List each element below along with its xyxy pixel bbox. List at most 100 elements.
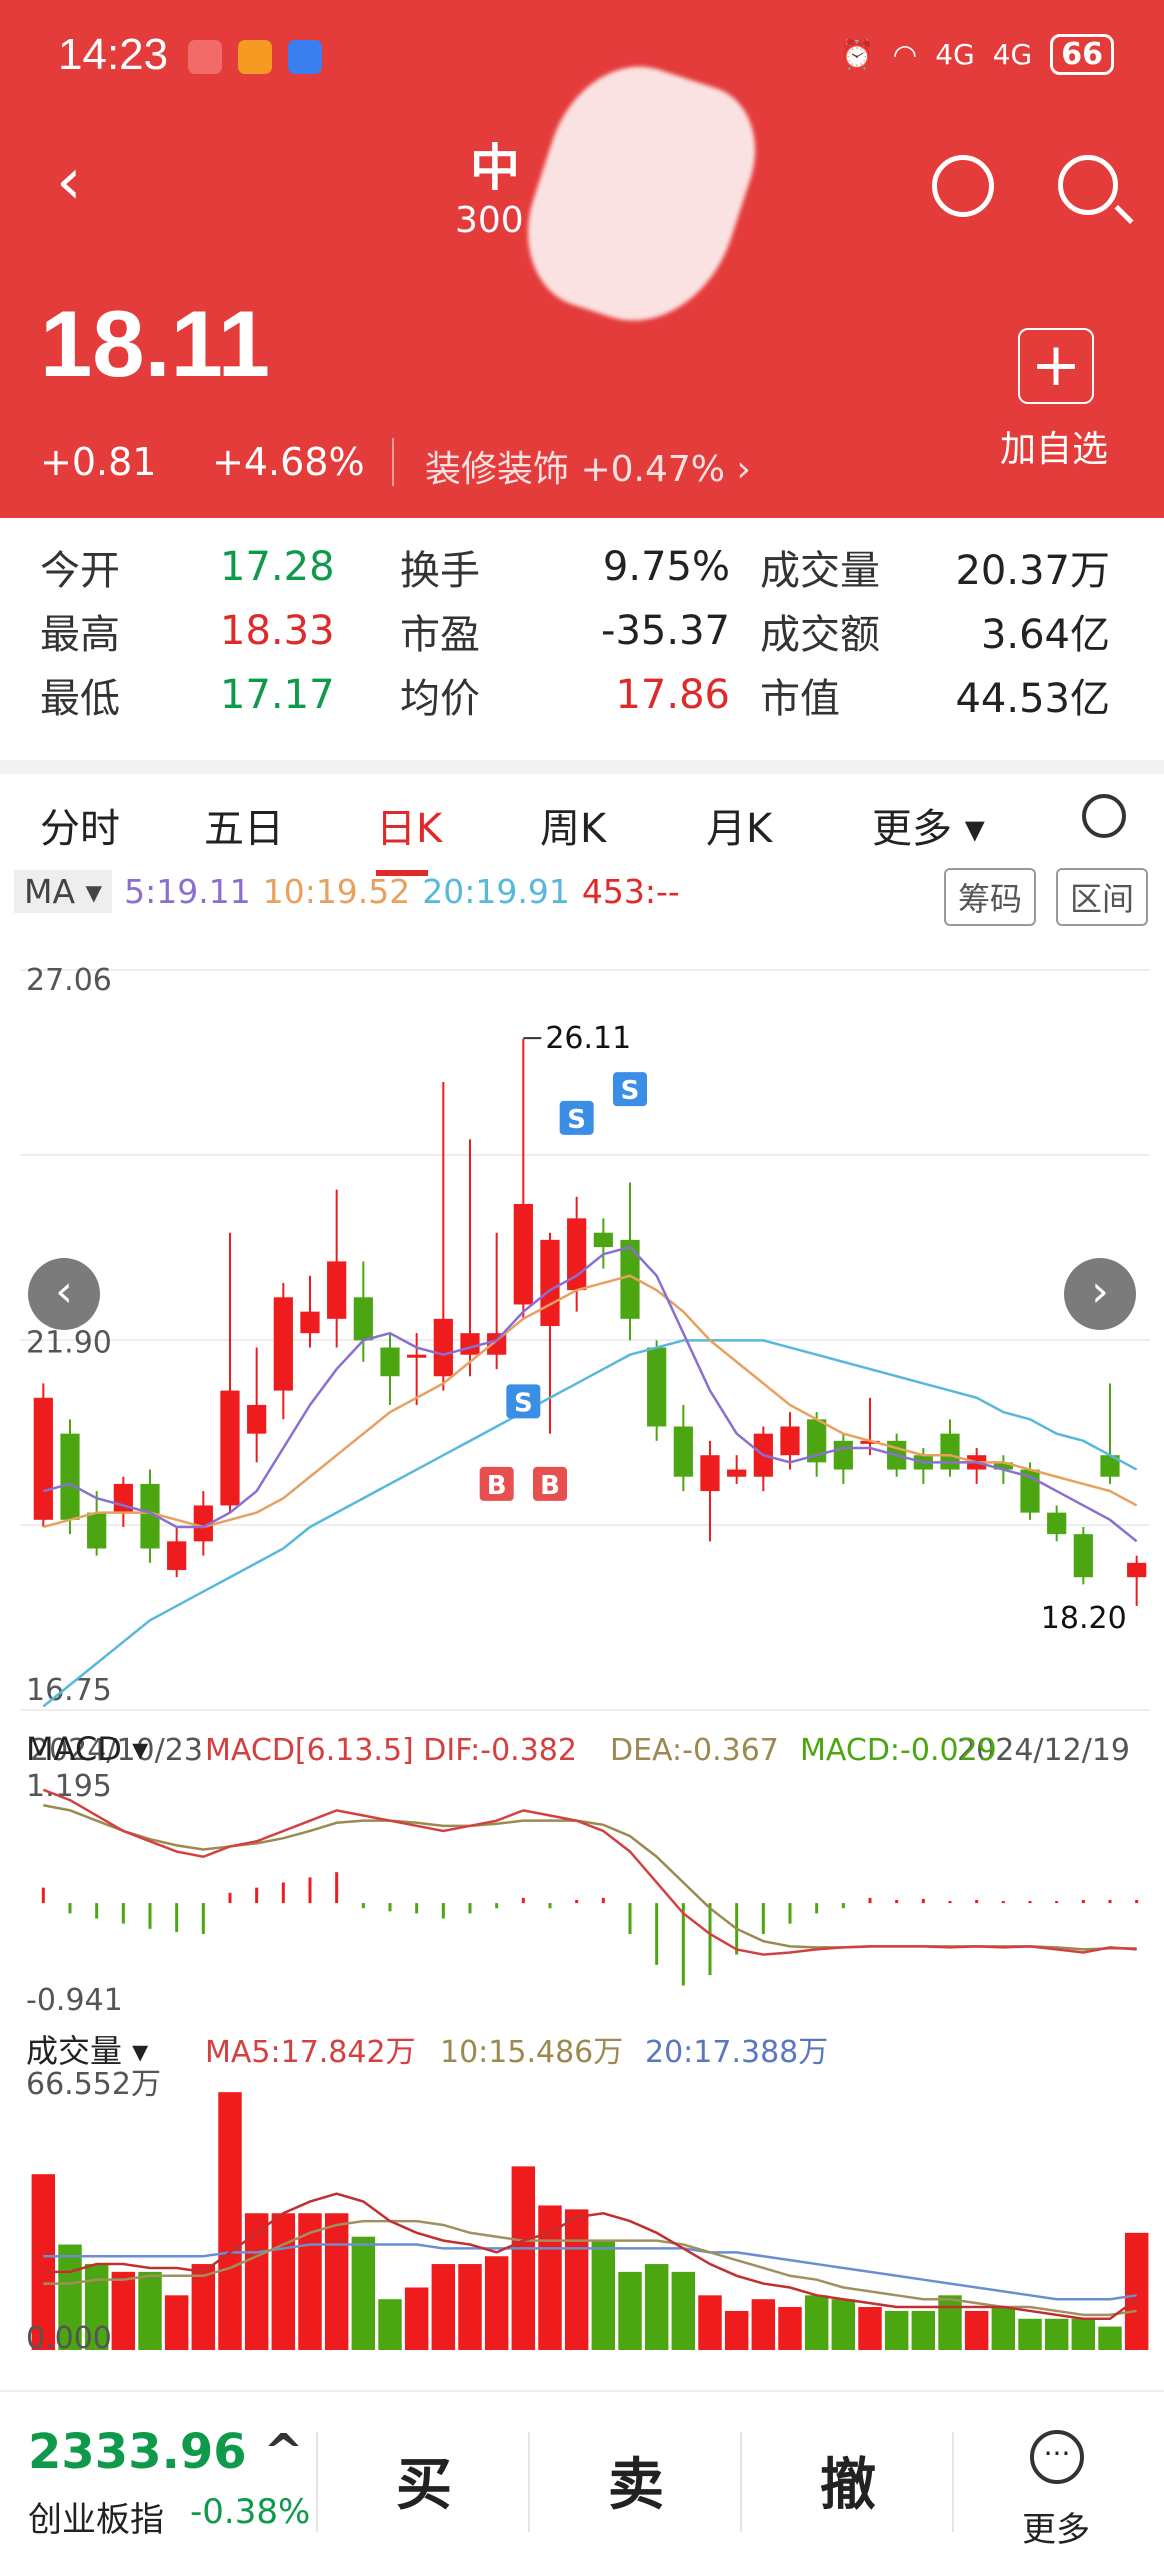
volume-bar (164, 2295, 189, 2350)
candle-body (593, 1232, 613, 1248)
volume-bar (484, 2256, 509, 2350)
cancel-order-button[interactable]: 撤 (820, 2453, 876, 2518)
tab-intraday[interactable]: 分时 (40, 806, 120, 852)
volume-bar (458, 2264, 482, 2350)
candle-body (247, 1404, 267, 1434)
trade-marker-label: S (514, 1388, 533, 1418)
volume-bar (804, 2295, 829, 2350)
volume-bar (671, 2271, 696, 2350)
candle-body (1047, 1512, 1067, 1535)
candle-body (460, 1333, 480, 1355)
candle-body (407, 1354, 427, 1358)
volume-bar (1098, 2326, 1122, 2350)
more-label[interactable]: 更多 (1022, 2510, 1090, 2550)
add-watchlist-label[interactable]: 加自选 (1000, 429, 1109, 470)
macd-value: MACD:-0.029 (800, 1733, 997, 1768)
x-tick-label: 2024/10/23 (30, 1733, 203, 1768)
music-app-icon (288, 40, 322, 74)
ma-selector[interactable]: MA ▾ (14, 870, 113, 913)
add-watchlist-button[interactable]: + (1018, 328, 1094, 404)
sector-link[interactable]: 装修装饰 +0.47% › (425, 440, 751, 492)
buy-button[interactable]: 买 (396, 2453, 452, 2518)
stock-name: 中 (470, 139, 520, 197)
trade-marker-label: B (487, 1471, 507, 1501)
chevron-right-icon: › (736, 449, 751, 490)
volume-bar (724, 2310, 749, 2350)
trade-marker-label: S (567, 1105, 586, 1135)
vol-ma10-line (43, 2219, 1137, 2317)
y-tick-label: 0.000 (26, 2321, 112, 2356)
candle-body (1127, 1562, 1147, 1578)
stat-value: 17.86 (615, 672, 730, 718)
stat-value: 44.53亿 (955, 676, 1110, 722)
vol-ma5-line (43, 2192, 1138, 2320)
volume-bar (911, 2310, 936, 2350)
dif-line (42, 1788, 1137, 1956)
trade-marker-b (479, 1466, 514, 1501)
volume-bar (644, 2264, 669, 2350)
candle-body (60, 1433, 80, 1520)
ma20-value: 20:19.91 (422, 872, 570, 911)
stat-value: 17.17 (220, 672, 335, 718)
sell-button[interactable]: 卖 (608, 2453, 664, 2518)
volume-bar (964, 2310, 989, 2350)
candle-body (193, 1505, 213, 1542)
candle-body (993, 1462, 1013, 1470)
volume-bar (991, 2307, 1016, 2350)
volume-bar (938, 2295, 962, 2350)
stat-label: 最低 (40, 676, 120, 722)
ma453-value: 453:-- (581, 872, 680, 911)
stats-row: 最高 18.33 市盈 -35.37 成交额 3.64亿 (40, 599, 1130, 663)
volume-bar (698, 2295, 722, 2350)
vol-ma20-line (43, 2243, 1137, 2301)
volume-bar (138, 2271, 162, 2350)
tab-five-day[interactable]: 五日 (204, 806, 284, 852)
chip-button[interactable]: 筹码 (944, 868, 1037, 926)
candle-body (700, 1455, 720, 1492)
back-button[interactable]: ‹ (56, 145, 82, 219)
chart-tabs: 分时 五日 日K 周K 月K 更多 ▾ (0, 760, 1164, 876)
volume-bar (831, 2299, 856, 2350)
divider (316, 2432, 318, 2532)
volume-bar (111, 2271, 136, 2350)
more-icon[interactable]: ··· (1030, 2430, 1084, 2484)
y-tick-label: 16.75 (26, 1673, 112, 1708)
candle-body (327, 1261, 347, 1319)
candle-body (1073, 1534, 1093, 1578)
chevron-left-icon[interactable]: ‹ (28, 1258, 100, 1330)
ma20-line (42, 1339, 1138, 1708)
share-icon[interactable] (932, 155, 994, 217)
candle-body (673, 1426, 693, 1477)
volume-bar (324, 2213, 349, 2350)
candle-body (620, 1239, 640, 1319)
tab-monthly-k[interactable]: 月K (706, 806, 773, 852)
vol-ma10: 10:15.486万 (440, 2035, 623, 2070)
candle-body (540, 1239, 560, 1327)
video-app-icon (238, 40, 272, 74)
alarm-icon: ⏰ (839, 38, 875, 71)
tab-daily-k[interactable]: 日K (376, 806, 443, 852)
volume-bar (778, 2307, 802, 2350)
volume-bar (244, 2213, 269, 2350)
divider (740, 2432, 742, 2532)
candle-body (167, 1541, 187, 1571)
range-button[interactable]: 区间 (1056, 868, 1149, 926)
settings-icon[interactable] (1082, 794, 1126, 838)
tab-weekly-k[interactable]: 周K (540, 806, 607, 852)
y-tick-label: -0.941 (26, 1983, 123, 2018)
index-value[interactable]: 2333.96 ^ (28, 2424, 304, 2480)
candle-body (220, 1390, 240, 1506)
kline-chart[interactable]: 27.06 21.90 16.75 2024/10/23 2024/12/19 26.11… (0, 940, 1164, 2380)
volume-bar (858, 2307, 882, 2350)
volume-bar (31, 2174, 56, 2350)
tab-more[interactable]: 更多 ▾ (872, 806, 985, 852)
search-icon[interactable] (1058, 155, 1118, 215)
candle-body (300, 1311, 320, 1334)
chevron-right-icon[interactable]: › (1064, 1258, 1136, 1330)
bottom-bar: 2333.96 ^ 创业板指 -0.38% 买 卖 撤 ··· 更多 (0, 2390, 1164, 2560)
ma5-line (43, 1245, 1138, 1543)
candle-body (780, 1426, 800, 1456)
sector-pct: +0.47% (580, 449, 725, 490)
y-tick-label: 1.195 (26, 1769, 112, 1804)
header: 14:23 ⏰ ◠ 4G 4G 66 ‹ 中 300 18.11 +0.81 +… (0, 0, 1164, 518)
